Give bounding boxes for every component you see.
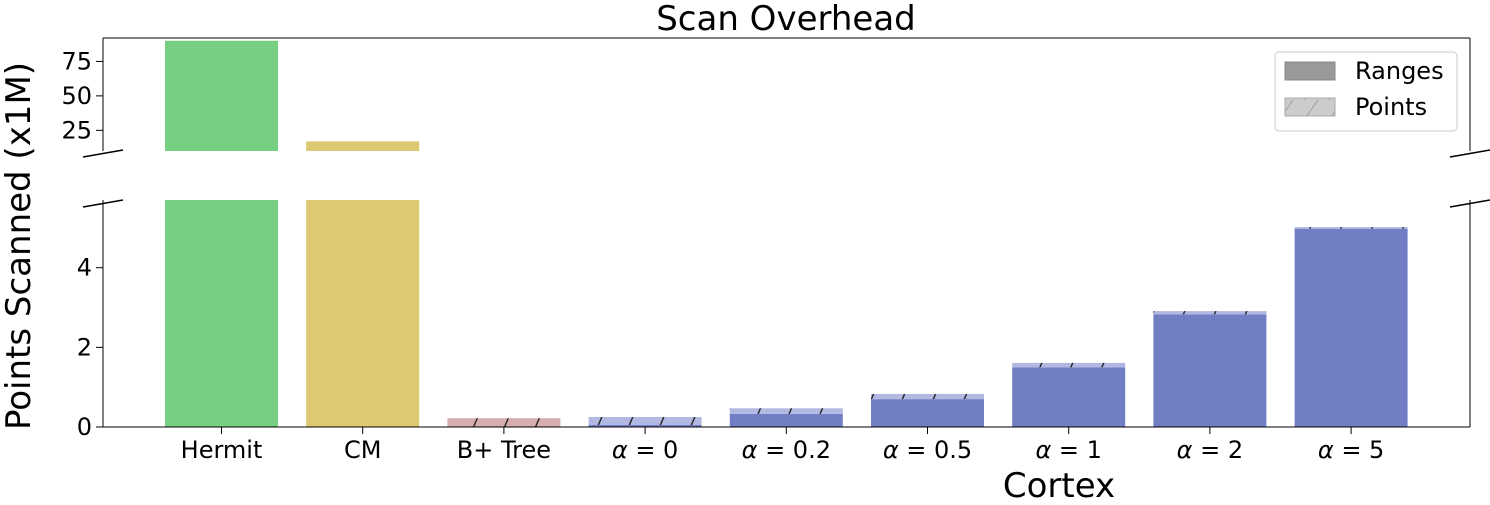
bar-points-hatch-3: [588, 417, 702, 426]
bar-upper-0: [165, 40, 278, 151]
break-mark: [1449, 199, 1490, 208]
x-tick-label-6: α = 1: [1035, 436, 1101, 464]
bar-points-hatch-7: [1153, 311, 1267, 315]
lower-panel-bars: [165, 200, 1408, 427]
x-tick-label-0: Hermit: [181, 436, 263, 464]
bar-points-hatch-2: [447, 418, 561, 427]
bar-ranges-7: [1153, 314, 1267, 427]
legend: Ranges Points: [1274, 51, 1458, 132]
bar-points-hatch-6: [1012, 362, 1126, 368]
legend-label-ranges: Ranges: [1355, 57, 1444, 85]
y-tick-label: 2: [77, 333, 92, 361]
upper-panel-bars: [165, 40, 420, 151]
axis-break-marks: [82, 149, 1490, 208]
break-mark: [82, 149, 124, 158]
bar-ranges-8: [1294, 228, 1408, 427]
bar-ranges-5: [871, 399, 984, 427]
bar-ranges-4: [729, 413, 843, 427]
upper-y-ticks: 25 50 75: [61, 47, 103, 144]
bar-points-hatch-8: [1294, 227, 1408, 229]
bar-ranges-1: [306, 200, 420, 427]
y-tick-label: 75: [61, 47, 92, 75]
y-tick-label: 4: [77, 254, 92, 282]
x-tick-label-5: α = 0.5: [883, 436, 972, 464]
break-mark: [1449, 149, 1490, 158]
y-axis-label: Points Scanned (x1M): [0, 62, 39, 430]
legend-swatch-points-hatch: [1285, 98, 1335, 116]
lower-y-ticks: 0 2 4: [77, 254, 103, 441]
x-axis-label: Cortex: [1003, 466, 1115, 505]
legend-swatch-ranges: [1284, 61, 1336, 81]
bar-ranges-0: [165, 200, 278, 427]
x-tick-label-4: α = 0.2: [742, 436, 831, 464]
x-tick-label-2: B+ Tree: [457, 436, 551, 464]
x-tick-label-8: α = 5: [1318, 436, 1384, 464]
x-tick-label-1: CM: [344, 436, 381, 464]
bar-ranges-6: [1012, 367, 1126, 427]
y-tick-label: 0: [77, 413, 92, 441]
bar-points-hatch-5: [871, 393, 984, 400]
x-tick-label-3: α = 0: [612, 436, 678, 464]
bar-points-hatch-4: [729, 408, 843, 414]
x-ticks: Hermit CM B+ Tree α = 0 α = 0.2 α = 0.5 α = 1 α…: [181, 427, 1384, 464]
chart-title: Scan Overhead: [656, 0, 916, 39]
y-tick-label: 50: [61, 82, 92, 110]
x-tick-label-7: α = 2: [1177, 436, 1243, 464]
legend-label-points: Points: [1355, 93, 1427, 121]
bar-upper-1: [306, 141, 420, 151]
break-mark: [82, 199, 124, 208]
y-tick-label: 25: [61, 116, 92, 144]
bar-ranges-3: [588, 425, 702, 427]
